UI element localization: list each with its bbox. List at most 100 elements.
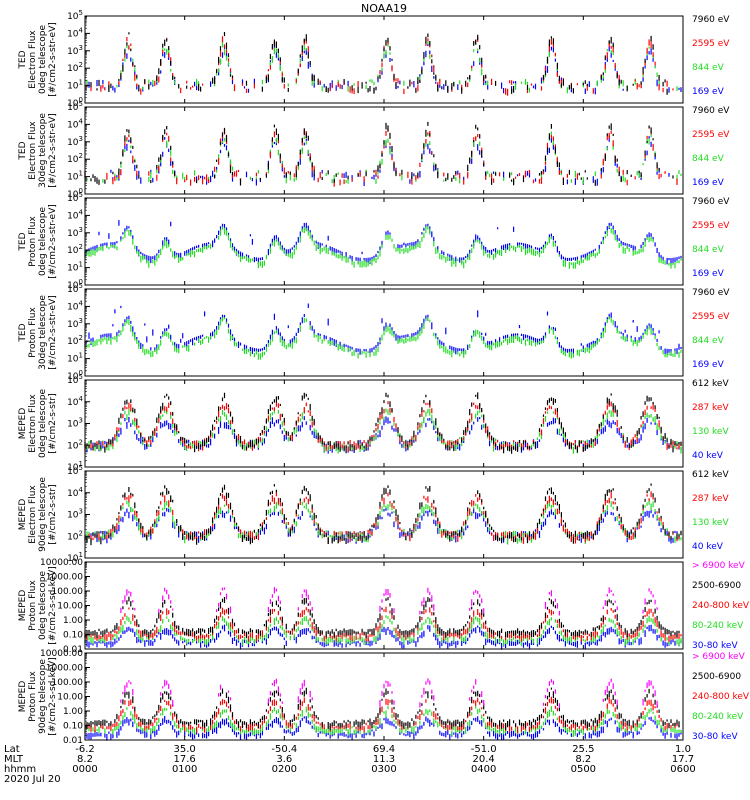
panel-2-legend-entry: 844 eV (692, 154, 725, 164)
x-tick-label: 0500 (571, 764, 596, 775)
panel-5-ytick-label: 104 (67, 395, 83, 408)
panel-2-ylabel-line: [#/cm2-s-str-eV] (48, 113, 58, 188)
panel-1-legend-entry: 7960 eV (692, 15, 730, 25)
series-1-1 (90, 32, 668, 95)
panel-4-ylabel-line: 30deg telescope (38, 295, 48, 370)
series-1-2 (86, 36, 674, 96)
panel-6-data (84, 483, 682, 546)
x-tick-label: 69.4 (373, 744, 395, 755)
panel-1-ylabel-line: 0deg telescope (38, 25, 48, 95)
panel-1: 100 101 102 103 104 105 TED Electron Flux 0deg t… (18, 9, 730, 109)
panel-7-ylabel: MEPED Proton Flux 0deg telescope [#/cm2-s-s… (18, 566, 58, 644)
x-tick-label: 0300 (371, 764, 396, 775)
panel-6-ylabel-line: 90deg telescope (38, 477, 48, 552)
panel-7-ylabel-line: [#/cm2-s-sd-keV] (48, 566, 58, 644)
panel-3-ylabel-line: 0deg telescope (38, 207, 48, 277)
panel-6-ylabel: MEPED Electron Flux 90deg telescope [#/cm2-… (18, 477, 58, 552)
panel-7-ytick-label: 0.01 (63, 645, 83, 655)
panel-7-legend-entry: 2500-6900 (692, 581, 741, 591)
x-tick-label: 20.4 (473, 754, 495, 765)
x-tick-label: 8.2 (77, 754, 93, 765)
panel-4-ytick-label: 100 (67, 369, 83, 382)
panel-5-legend-entry: 40 keV (692, 451, 724, 461)
x-tick-label: 3.6 (276, 754, 292, 765)
panel-3-ylabel: TED Proton Flux 0deg telescope [#/cm2-s-str… (18, 204, 58, 279)
panel-3-ylabel-line: Proton Flux (28, 216, 38, 267)
x-tick-label: 0100 (172, 764, 197, 775)
panel-5-legend-entry: 612 keV (692, 379, 729, 389)
panel-3-legend-entry: 7960 eV (692, 197, 730, 207)
panel-1-ytick-label: 100 (67, 96, 83, 109)
x-tick-label: 17.6 (174, 754, 196, 765)
panel-2-ylabel-line: 30deg telescope (38, 113, 48, 188)
panel-1-legend-entry: 844 eV (692, 63, 725, 73)
panel-2-ylabel-line: Electron Flux (28, 121, 38, 180)
panel-2-ytick-label: 101 (67, 170, 83, 183)
panel-8-ytick-label: 1000.00 (46, 664, 83, 674)
panel-1-ytick-label: 102 (67, 61, 83, 74)
x-tick-label: -6.2 (75, 744, 95, 755)
panel-5-ylabel-line: MEPED (18, 408, 28, 440)
panel-3: 100 101 102 103 104 105 TED Proton Flux 0deg tel… (18, 191, 730, 291)
panel-3-ytick-label: 100 (67, 278, 83, 291)
panel-3-ylabel-line: [#/cm2-s-str-eV] (48, 204, 58, 279)
panel-7-ylabel-line: MEPED (18, 590, 28, 622)
panel-1-data (86, 32, 682, 96)
panel-4: 100 101 102 103 104 105 TED Proton Flux 30deg te… (18, 282, 730, 382)
panel-3-legend-entry: 844 eV (692, 245, 725, 255)
series-2-3 (86, 131, 682, 185)
panel-4-ytick-label: 102 (67, 334, 83, 347)
panel-3-legend-entry: 169 eV (692, 269, 725, 279)
panel-5-legend-entry: 130 keV (692, 427, 729, 437)
panel-8-legend-entry: > 6900 keV (692, 652, 746, 662)
x-tick-label: 17.7 (672, 754, 694, 765)
panel-2-ytick-label: 102 (67, 152, 83, 165)
panel-6-ylabel-line: [#/cm2-s-str] (48, 484, 58, 544)
x-tick-label: 25.5 (572, 744, 594, 755)
panel-6-ylabel-line: Electron Flux (28, 485, 38, 544)
x-row-label-mlt: MLT (4, 754, 24, 765)
panel-8-legend-entry: 240-800 keV (692, 692, 750, 702)
panel-6-ytick-label: 104 (67, 486, 83, 499)
panel-8-legend-entry: 30-80 keV (692, 732, 738, 742)
panel-5-ylabel-line: 0deg telescope (38, 389, 48, 459)
panel-3-data (84, 220, 682, 269)
panel-4-ylabel-line: Proton Flux (28, 307, 38, 358)
panel-4-ylabel-line: TED (18, 323, 28, 342)
panel-5-ytick-label: 103 (67, 417, 83, 430)
panel-1-ytick-label: 103 (67, 44, 83, 57)
series-5-4 (86, 415, 682, 454)
panel-7-ytick-label: 10.00 (57, 602, 83, 612)
panel-8-legend-entry: 80-240 keV (692, 712, 744, 722)
panel-2-data (84, 121, 682, 187)
panel-6-legend-entry: 130 keV (692, 518, 729, 528)
x-tick-label: -50.4 (271, 744, 297, 755)
panel-8-ylabel-line: Proton Flux (28, 671, 38, 722)
panel-3-frame (84, 197, 684, 286)
panel-5-ylabel: MEPED Electron Flux 0deg telescope [#/cm2-s… (18, 389, 58, 459)
panel-8: 10000.00 1000.00 100.00 10.00 1.00 0.10 0.01 ME… (18, 649, 750, 746)
panel-8-ytick-label: 1.00 (63, 707, 83, 717)
panel-3-ytick-label: 104 (67, 208, 83, 221)
panel-1-ytick-label: 101 (67, 79, 83, 92)
panel-6-ytick-label: 101 (67, 551, 83, 564)
panel-6-legend-entry: 612 keV (692, 470, 729, 480)
panel-4-data (84, 303, 682, 360)
panel-2-legend-entry: 2595 eV (692, 130, 730, 140)
x-tick-label: -51.0 (471, 744, 497, 755)
panel-2-ylabel-line: TED (18, 141, 28, 160)
panel-1-ytick-label: 104 (67, 26, 83, 39)
panel-2-ytick-label: 104 (67, 117, 83, 130)
panel-4-legend-entry: 7960 eV (692, 288, 730, 298)
panel-7-data (84, 587, 682, 650)
panel-4-legend-entry: 844 eV (692, 336, 725, 346)
panel-8-legend-entry: 2500-6900 (692, 672, 741, 682)
panel-3-legend-entry: 2595 eV (692, 221, 730, 231)
panel-5-legend-entry: 287 keV (692, 403, 729, 413)
panel-2-ytick-label: 100 (67, 187, 83, 200)
series-3-3 (84, 225, 682, 269)
panel-7-ylabel-line: Proton Flux (28, 580, 38, 631)
panel-2-legend-entry: 7960 eV (692, 106, 730, 116)
panel-7-legend-entry: 30-80 keV (692, 641, 738, 651)
